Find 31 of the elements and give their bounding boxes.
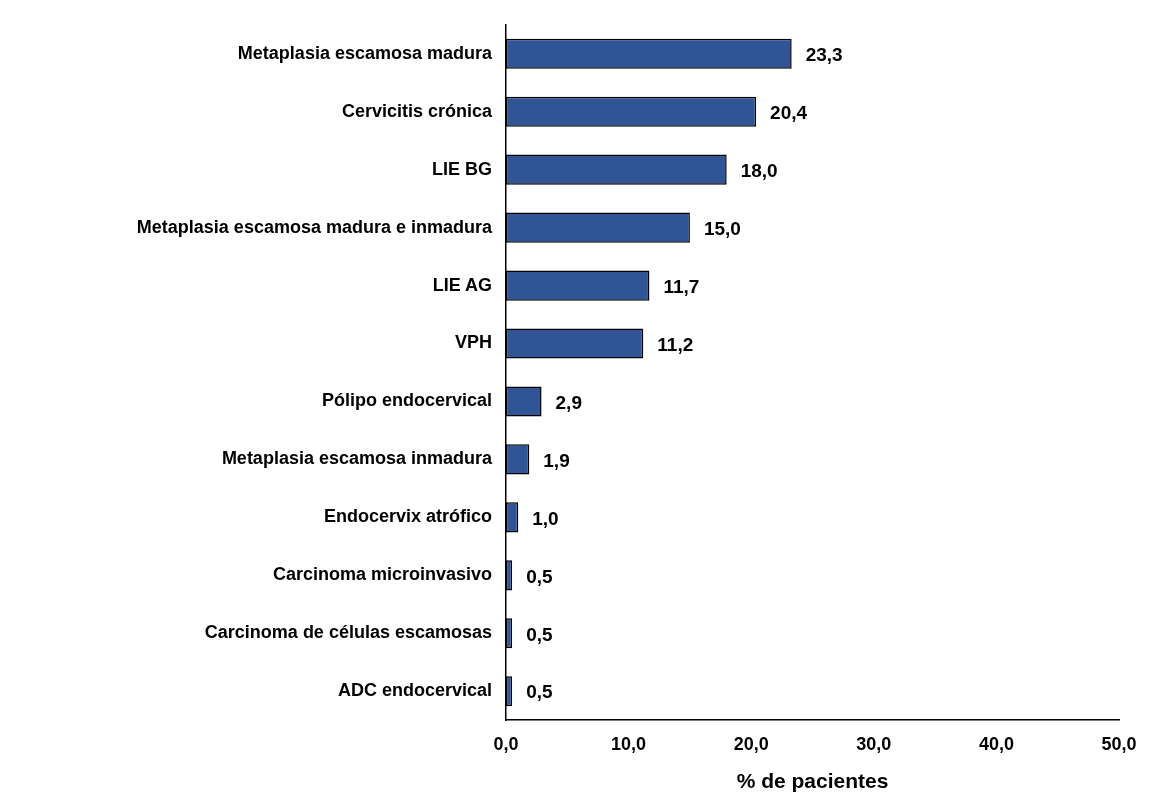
data-label: 2,9: [555, 391, 582, 413]
data-label: 18,0: [740, 159, 778, 181]
data-label: 20,4: [770, 101, 808, 123]
y-tick-label: VPH: [454, 332, 492, 353]
x-tick-label: 40,0: [978, 733, 1014, 754]
data-label: 23,3: [805, 44, 843, 66]
data-label: 11,2: [657, 333, 694, 355]
y-tick-label: Carcinoma de células escamosas: [204, 622, 492, 643]
y-tick-label: Metaplasia escamosa inmadura: [221, 448, 493, 469]
data-label: 1,0: [532, 507, 559, 529]
data-label: 0,5: [526, 565, 553, 587]
y-tick-label: Pólipo endocervical: [321, 390, 492, 411]
y-tick-label: LIE BG: [431, 158, 492, 179]
y-tick-label: Cervicitis crónica: [341, 100, 493, 121]
x-tick-label: 30,0: [856, 733, 892, 754]
y-tick-label: Carcinoma microinvasivo: [272, 564, 492, 585]
data-label: 0,5: [526, 623, 553, 645]
data-label: 11,7: [663, 275, 700, 297]
y-tick-label: LIE AG: [432, 274, 492, 295]
x-axis-title: % de pacientes: [736, 769, 889, 793]
y-tick-label: Endocervix atrófico: [323, 506, 492, 527]
x-tick-label: 10,0: [611, 733, 647, 754]
y-tick-label: Metaplasia escamosa madura: [237, 42, 493, 63]
y-tick-label: Metaplasia escamosa madura e inmadura: [136, 216, 493, 237]
x-tick-label: 20,0: [733, 733, 769, 754]
y-tick-label: ADC endocervical: [337, 680, 492, 701]
data-label: 0,5: [526, 681, 553, 703]
data-label: 1,9: [543, 449, 570, 471]
x-tick-label: 50,0: [1101, 733, 1137, 754]
data-label: 15,0: [703, 217, 741, 239]
x-tick-label: 0,0: [493, 733, 519, 754]
